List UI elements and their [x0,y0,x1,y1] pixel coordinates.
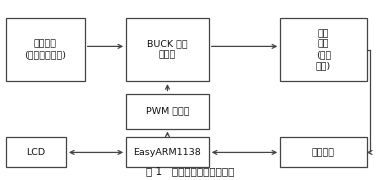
Bar [6,138,66,167]
Text: 直流电源
(电压检测电路): 直流电源 (电压检测电路) [24,40,66,59]
Text: BUCK 电源
变换器: BUCK 电源 变换器 [147,40,188,59]
Text: PWM 发生器: PWM 发生器 [146,107,189,116]
Text: EasyARM1138: EasyARM1138 [134,148,201,157]
Text: 图 1   电能收集器电路模块图: 图 1 电能收集器电路模块图 [146,166,234,176]
Bar [6,18,85,81]
Bar [126,94,209,129]
Bar [126,18,209,81]
Bar [126,138,209,167]
Text: 采样电路: 采样电路 [312,148,335,157]
Text: LCD: LCD [26,148,46,157]
Text: 被控
对象
(可充
电池): 被控 对象 (可充 电池) [316,29,331,70]
Bar [280,138,367,167]
Bar [280,18,367,81]
